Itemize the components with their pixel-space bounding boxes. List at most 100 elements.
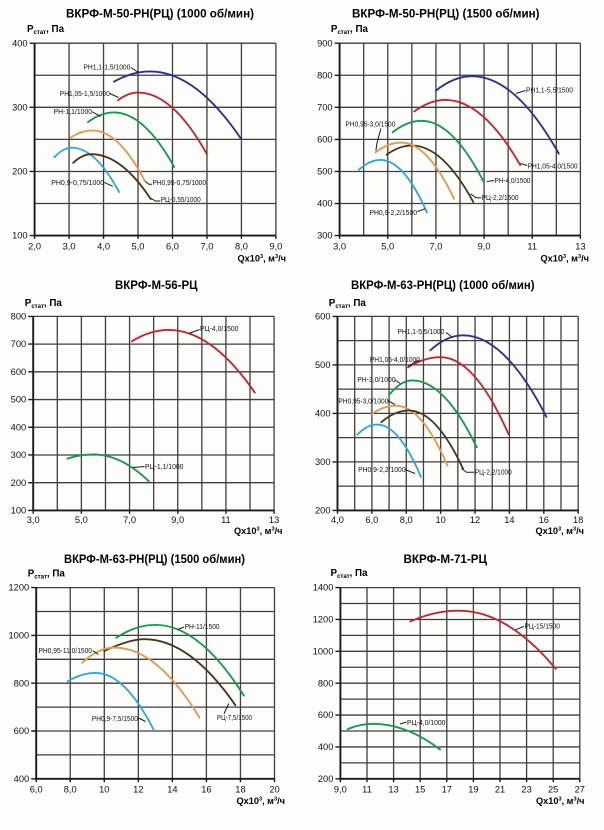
svg-text:3,0: 3,0 [333, 242, 346, 252]
svg-text:13: 13 [388, 785, 398, 795]
svg-text:10: 10 [435, 515, 445, 525]
svg-text:6,0: 6,0 [166, 242, 179, 252]
svg-text:ВКРФ-М-63-РН(РЦ) (1500 об/мин): ВКРФ-М-63-РН(РЦ) (1500 об/мин) [64, 552, 245, 566]
svg-text:2,0: 2,0 [28, 242, 41, 252]
svg-text:300: 300 [317, 231, 333, 241]
svg-text:РН1,05-1,5/1000: РН1,05-1,5/1000 [60, 89, 110, 98]
svg-text:19: 19 [468, 785, 478, 795]
svg-text:РЦ-2,2/1500: РЦ-2,2/1500 [482, 193, 519, 202]
svg-text:15: 15 [415, 785, 425, 795]
svg-text:Рстат, Па: Рстат, Па [331, 568, 369, 580]
svg-text:400: 400 [12, 38, 28, 48]
svg-text:12: 12 [470, 515, 480, 525]
svg-text:РН-3,0/1000: РН-3,0/1000 [357, 375, 396, 384]
svg-text:100: 100 [11, 506, 27, 516]
svg-text:РН0,95-0,75/1000: РН0,95-0,75/1000 [153, 178, 207, 187]
svg-text:ВКРФ-М-63-РН(РЦ) (1000 об/мин): ВКРФ-М-63-РН(РЦ) (1000 об/мин) [351, 278, 535, 292]
svg-text:400: 400 [315, 409, 331, 419]
svg-text:РН-4,0/1500: РН-4,0/1500 [495, 176, 531, 185]
svg-text:ВКРФ-М-50-РН(РЦ) (1500 об/мин): ВКРФ-М-50-РН(РЦ) (1500 об/мин) [352, 7, 540, 21]
svg-text:13: 13 [269, 515, 279, 525]
svg-text:1400: 1400 [313, 583, 334, 593]
svg-text:700: 700 [11, 339, 27, 349]
svg-text:Рстат, Па: Рстат, Па [25, 298, 63, 310]
svg-text:300: 300 [12, 102, 28, 112]
svg-text:РН0,9-2,2/1500: РН0,9-2,2/1500 [370, 208, 418, 217]
svg-text:РН0,95-3,0/1000: РН0,95-3,0/1000 [338, 397, 388, 406]
svg-text:9,0: 9,0 [269, 242, 282, 252]
svg-text:5,0: 5,0 [132, 242, 145, 252]
svg-text:ВКРФ-М-50-РН(РЦ) (1000 об/мин): ВКРФ-М-50-РН(РЦ) (1000 об/мин) [66, 7, 254, 21]
svg-text:Qх103, м3/ч: Qх103, м3/ч [540, 253, 589, 263]
svg-text:3,0: 3,0 [63, 242, 76, 252]
svg-text:4,0: 4,0 [331, 515, 344, 525]
svg-text:27: 27 [575, 785, 585, 795]
svg-text:6,0: 6,0 [30, 785, 43, 795]
svg-text:7,0: 7,0 [200, 242, 213, 252]
svg-text:200: 200 [12, 167, 28, 177]
svg-text:600: 600 [14, 726, 30, 736]
svg-text:РН1,1-5,5/1500: РН1,1-5,5/1500 [526, 86, 573, 95]
svg-text:Qх103, м3/ч: Qх103, м3/ч [237, 253, 286, 263]
svg-text:200: 200 [11, 478, 27, 488]
svg-text:Qх103, м3/ч: Qх103, м3/ч [236, 796, 285, 806]
svg-text:Qх103, м3/ч: Qх103, м3/ч [535, 526, 584, 536]
svg-text:РЦ-7,5/1500: РЦ-7,5/1500 [217, 713, 252, 722]
svg-text:9,0: 9,0 [478, 242, 491, 252]
svg-text:8,0: 8,0 [64, 785, 77, 795]
svg-text:400: 400 [11, 422, 27, 432]
svg-text:РН0,9-2,2/1000: РН0,9-2,2/1000 [358, 465, 406, 474]
svg-text:Рстат, Па: Рстат, Па [331, 24, 369, 36]
svg-text:Рстат, Па: Рстат, Па [27, 24, 65, 36]
svg-text:1000: 1000 [313, 646, 334, 656]
svg-text:800: 800 [318, 678, 334, 688]
svg-text:11: 11 [221, 515, 231, 525]
svg-text:500: 500 [317, 167, 333, 177]
svg-text:5,0: 5,0 [75, 515, 88, 525]
svg-text:300: 300 [11, 450, 27, 460]
svg-text:12: 12 [133, 785, 143, 795]
svg-text:11: 11 [362, 785, 372, 795]
svg-text:300: 300 [315, 457, 331, 467]
svg-text:РН-1,1/1000: РН-1,1/1000 [54, 107, 93, 116]
svg-text:18: 18 [235, 785, 245, 795]
svg-text:1200: 1200 [9, 583, 30, 593]
svg-text:10: 10 [99, 785, 109, 795]
svg-text:100: 100 [12, 231, 28, 241]
svg-text:20: 20 [269, 785, 279, 795]
svg-text:7,0: 7,0 [429, 242, 442, 252]
svg-text:400: 400 [317, 199, 333, 209]
svg-text:РН0,9-7,5/1500: РН0,9-7,5/1500 [92, 714, 138, 723]
svg-text:РЦ-15/1500: РЦ-15/1500 [525, 621, 561, 630]
svg-text:16: 16 [201, 785, 211, 795]
svg-text:600: 600 [318, 710, 334, 720]
svg-text:11: 11 [527, 242, 537, 252]
svg-text:РН-11/1500: РН-11/1500 [185, 622, 220, 631]
svg-text:200: 200 [315, 506, 331, 516]
svg-text:25: 25 [548, 785, 558, 795]
svg-text:900: 900 [317, 38, 333, 48]
svg-text:РЦ-0,55/1000: РЦ-0,55/1000 [161, 195, 201, 204]
svg-text:200: 200 [318, 774, 334, 784]
svg-text:14: 14 [167, 785, 177, 795]
svg-text:Рстат, Па: Рстат, Па [329, 298, 367, 310]
svg-text:7,0: 7,0 [123, 515, 136, 525]
svg-text:РЦ-4,0/1500: РЦ-4,0/1500 [200, 324, 239, 333]
svg-text:Qх103, м3/ч: Qх103, м3/ч [536, 796, 585, 806]
svg-text:23: 23 [521, 785, 531, 795]
svg-text:600: 600 [11, 367, 27, 377]
svg-text:РН1,1-5,5/1000: РН1,1-5,5/1000 [397, 327, 444, 336]
svg-text:800: 800 [317, 70, 333, 80]
svg-text:Рстат, Па: Рстат, Па [28, 569, 66, 581]
svg-text:14: 14 [504, 515, 514, 525]
svg-text:5,0: 5,0 [381, 242, 394, 252]
svg-text:ВКРФ-М-56-РЦ: ВКРФ-М-56-РЦ [115, 278, 198, 292]
svg-text:ВКРФ-М-71-РЦ: ВКРФ-М-71-РЦ [404, 552, 488, 566]
svg-text:РН0,95-3,0/1500: РН0,95-3,0/1500 [345, 120, 395, 129]
svg-text:РН0,9-0,75/1000: РН0,9-0,75/1000 [51, 178, 104, 187]
svg-text:8,0: 8,0 [235, 242, 248, 252]
svg-text:13: 13 [575, 242, 585, 252]
svg-text:800: 800 [11, 312, 27, 322]
svg-text:9,0: 9,0 [334, 785, 347, 795]
svg-text:4,0: 4,0 [97, 242, 110, 252]
